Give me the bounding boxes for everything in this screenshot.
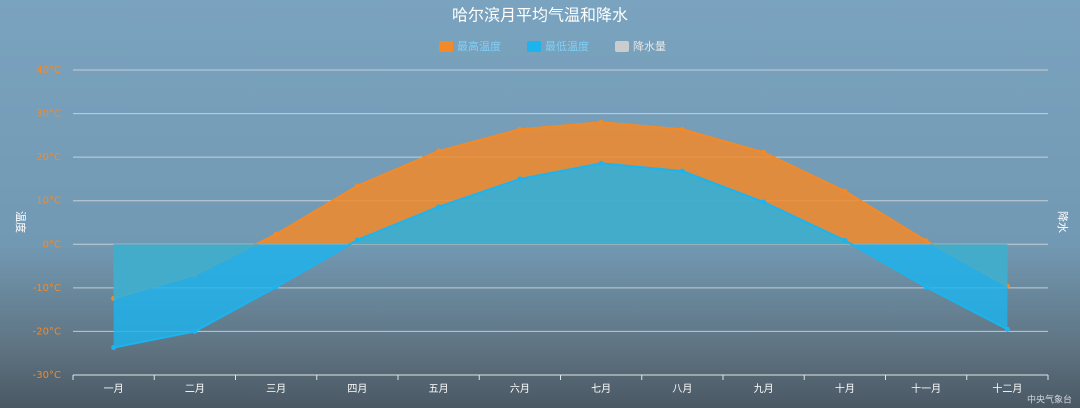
legend-swatch: [527, 41, 541, 52]
x-tick-label: 十二月: [992, 382, 1022, 395]
point: [517, 126, 523, 132]
x-tick-label: 四月: [347, 383, 367, 395]
legend-swatch: [615, 41, 629, 52]
x-tick-label: 二月: [185, 383, 205, 395]
y-tick-label: -20°C: [33, 326, 61, 337]
legend-swatch: [439, 41, 453, 52]
y-tick-label: 0°C: [43, 239, 61, 250]
point: [354, 183, 360, 189]
y2-axis-label: 降水: [1056, 211, 1070, 233]
x-tick-label: 十月: [835, 382, 855, 395]
point: [598, 119, 604, 125]
y-axis-label: 温度: [14, 211, 28, 233]
line: [113, 121, 1008, 300]
x-tick-label: 一月: [104, 383, 124, 395]
point: [1004, 326, 1010, 332]
point: [761, 199, 767, 205]
point: [273, 231, 279, 237]
y-tick-label: 20°C: [36, 152, 61, 163]
legend-label: 最低温度: [545, 39, 589, 53]
source: 中央气象台: [1027, 394, 1072, 406]
x-tick-label: 六月: [510, 383, 530, 395]
x-tick-label: 十一月: [911, 382, 941, 395]
point: [679, 126, 685, 132]
y-tick-label: 10°C: [36, 196, 61, 207]
point: [436, 204, 442, 210]
point: [923, 238, 929, 244]
area: [113, 163, 1008, 348]
point: [111, 345, 117, 351]
y-tick-label: -10°C: [33, 283, 61, 294]
y-tick-label: 40°C: [36, 65, 61, 76]
point: [436, 148, 442, 154]
point: [192, 328, 198, 334]
y-tick-label: -30°C: [33, 370, 61, 381]
legend-label: 最高温度: [457, 39, 501, 53]
line: [113, 162, 1008, 349]
point: [761, 149, 767, 155]
chart-title: 哈尔滨月平均气温和降水: [452, 6, 628, 25]
point: [679, 168, 685, 174]
point: [517, 176, 523, 182]
legend-label: 降水量: [633, 39, 666, 53]
point: [923, 284, 929, 290]
x-tick-label: 九月: [754, 383, 774, 395]
x-tick-label: 三月: [266, 383, 286, 395]
point: [842, 188, 848, 194]
y-tick-label: 30°C: [36, 109, 61, 120]
point: [354, 237, 360, 243]
x-tick-label: 五月: [429, 383, 449, 395]
x-tick-label: 八月: [672, 383, 692, 395]
point: [273, 284, 279, 290]
x-tick-label: 七月: [591, 383, 611, 395]
point: [842, 237, 848, 243]
point: [598, 160, 604, 166]
